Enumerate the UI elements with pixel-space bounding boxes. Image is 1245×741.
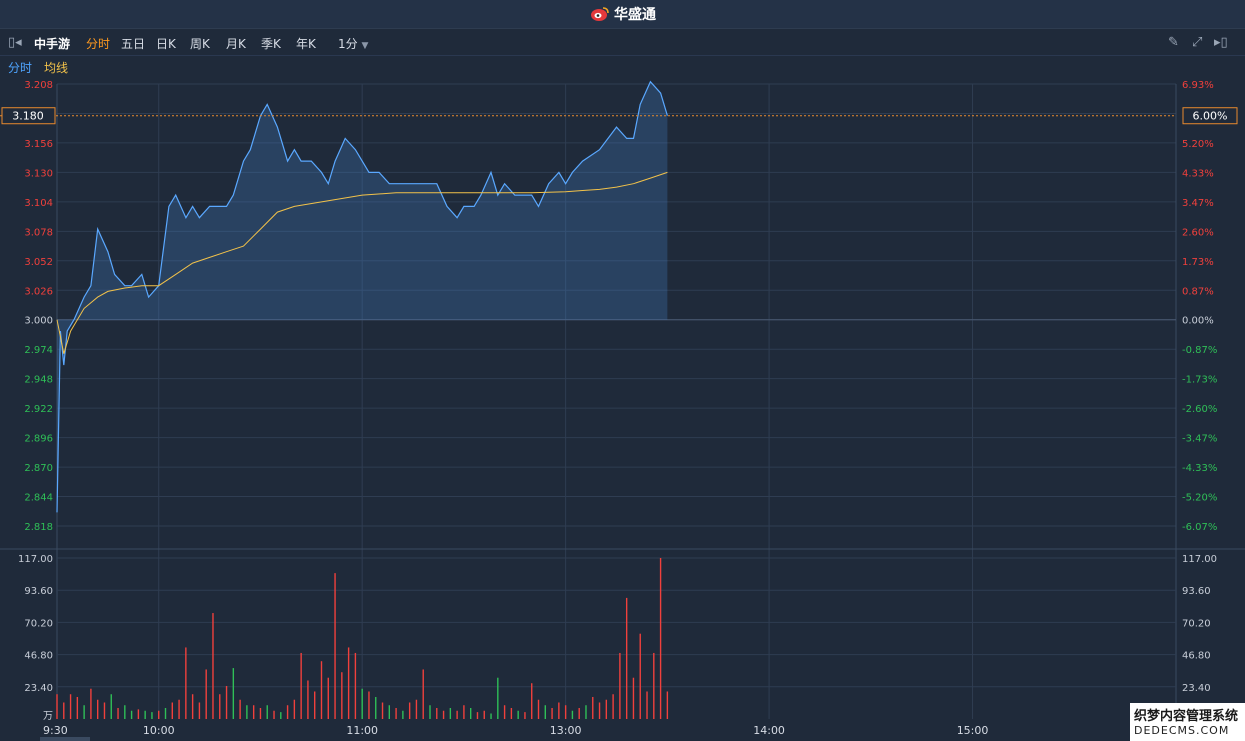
volume-y-tick-right: 117.00 [1182,554,1217,565]
y-tick-left: 2.922 [24,404,53,415]
current-price-label: 3.180 [12,110,44,123]
legend-bar: 分时 均线 [0,56,1245,76]
y-tick-left: 3.208 [24,80,53,91]
y-tick-left: 2.844 [24,493,53,504]
scrollbar-thumb[interactable] [40,737,90,741]
y-tick-left: 3.052 [24,257,53,268]
legend-price-line: 分时 [8,61,33,75]
x-tick: 10:00 [143,724,175,737]
y-tick-left: 3.026 [24,286,53,297]
volume-y-tick-right: 23.40 [1182,683,1211,694]
tab-month-k[interactable]: 月K [226,37,246,51]
collapse-left-icon[interactable]: ▯◂ [8,35,22,50]
y-tick-left: 3.000 [24,316,53,327]
volume-unit-label: 万 [43,711,53,722]
intraday-chart[interactable]: 3.2086.93%3.1826.06%3.1565.20%3.1304.33%… [0,76,1245,741]
tab-quarter-k[interactable]: 季K [261,37,281,51]
tab-fenshi[interactable]: 分时 [86,37,111,51]
x-tick: 11:00 [346,724,378,737]
y-tick-left: 3.104 [24,198,53,209]
price-line [56,80,668,513]
y-tick-right: -3.47% [1182,434,1217,445]
expand-icon[interactable]: ⤢ [1192,35,1203,50]
pencil-icon[interactable]: ✎ [1168,35,1179,50]
volume-y-tick-left: 70.20 [24,618,53,629]
y-tick-left: 3.156 [24,139,53,150]
tab-day-k[interactable]: 日K [156,37,176,51]
brand-name: 华盛通 [614,7,656,23]
y-tick-right: 3.47% [1182,198,1214,209]
y-tick-right: 1.73% [1182,257,1214,268]
brand: 华盛通 [590,4,656,24]
x-tick: 13:00 [550,724,582,737]
x-tick: 14:00 [753,724,785,737]
volume-y-tick-left: 117.00 [18,554,53,565]
interval-value: 1分 [338,37,358,51]
avg-line [56,171,668,354]
toolbar: ▯◂ 中手游 分时 五日 日K 周K 月K 季K 年K 1分 ▼ ✎ ⤢ ▸▯ [0,29,1245,56]
volume-y-tick-right: 93.60 [1182,586,1211,597]
current-pct-box [1182,107,1238,125]
price-area [57,81,668,513]
volume-y-tick-right: 46.80 [1182,651,1211,662]
y-tick-right: -0.87% [1182,345,1217,356]
volume-y-tick-left: 93.60 [24,586,53,597]
y-tick-left: 2.974 [24,345,53,356]
current-pct-label: 6.00% [1193,110,1228,123]
volume-y-tick-left: 23.40 [24,683,53,694]
tab-year-k[interactable]: 年K [296,37,316,51]
exit-icon[interactable]: ▸▯ [1214,35,1228,50]
current-price-box [1,107,56,125]
y-tick-right: -2.60% [1182,404,1217,415]
chevron-down-icon: ▼ [361,41,369,51]
y-tick-right: 0.00% [1182,316,1214,327]
y-tick-left: 2.818 [24,522,53,533]
weibo-eye-logo-icon [591,7,609,21]
interval-select[interactable]: 1分 ▼ [338,35,368,52]
watermark-title: 织梦内容管理系统 [1134,709,1239,724]
legend-avg-line: 均线 [44,61,69,75]
y-tick-left: 2.948 [24,375,53,386]
stock-name: 中手游 [34,37,71,51]
y-tick-left: 2.870 [24,463,53,474]
y-tick-right: -6.07% [1182,522,1217,533]
y-tick-right: -4.33% [1182,463,1217,474]
top-bar: 华盛通 [0,0,1245,29]
y-tick-right: 5.20% [1182,139,1214,150]
watermark: 织梦内容管理系统 DEDECMS.COM [1130,703,1245,741]
x-tick: 15:00 [957,724,989,737]
y-tick-right: -1.73% [1182,375,1217,386]
x-tick: 9:30 [43,724,68,737]
tab-week-k[interactable]: 周K [190,37,210,51]
y-tick-right: 6.93% [1182,80,1214,91]
tab-five-day[interactable]: 五日 [121,37,146,51]
y-tick-left: 2.896 [24,434,53,445]
volume-y-tick-right: 70.20 [1182,618,1211,629]
volume-y-tick-left: 46.80 [24,651,53,662]
y-tick-right: 0.87% [1182,286,1214,297]
y-tick-right: 2.60% [1182,227,1214,238]
y-tick-left: 3.078 [24,227,53,238]
y-tick-left: 3.130 [24,168,53,179]
y-tick-right: 4.33% [1182,168,1214,179]
y-tick-right: -5.20% [1182,493,1217,504]
watermark-url: DEDECMS.COM [1134,724,1230,737]
